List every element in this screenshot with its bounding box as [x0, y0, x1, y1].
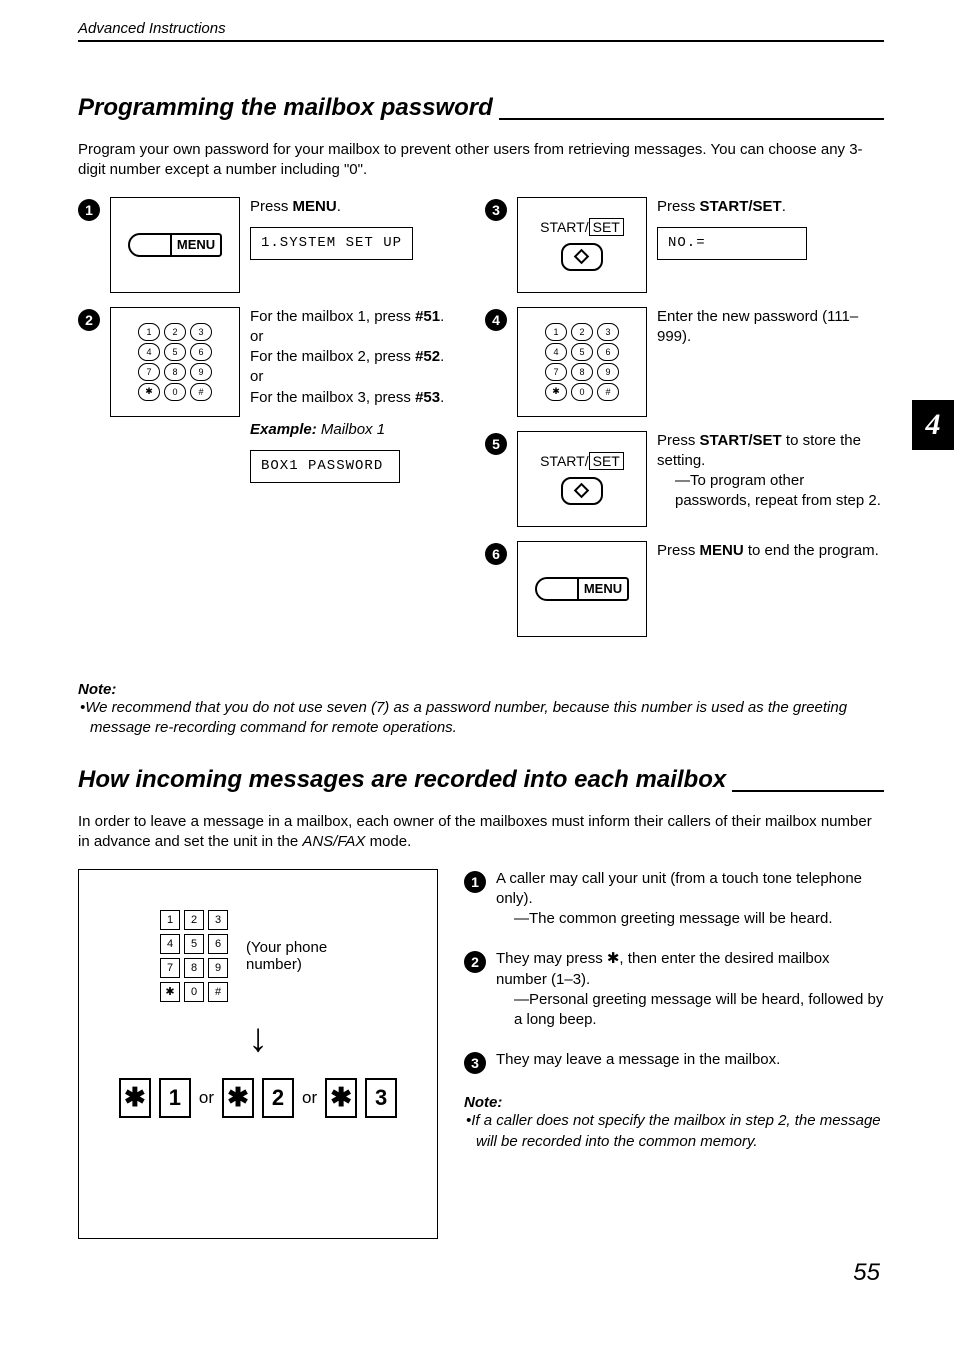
section2-intro: In order to leave a message in a mailbox… — [78, 812, 884, 853]
mailbox-diagram: 123 456 789 ✱0# (Your phone number) ↓ ✱ … — [78, 869, 438, 1239]
step-diagram: 123 456 789 ✱0# — [110, 307, 240, 417]
step-text: They may press ✱, then enter the desired… — [496, 949, 884, 1030]
step-number: 3 — [485, 199, 507, 221]
phone-number-label: (Your phone number) — [246, 939, 356, 973]
page-header: Advanced Instructions — [78, 20, 884, 42]
step-diagram: 123 456 789 ✱0# — [517, 307, 647, 417]
section-title-2: How incoming messages are recorded into … — [78, 764, 884, 794]
menu-button-icon: MENU — [128, 233, 222, 257]
step-number: 5 — [485, 433, 507, 455]
keypad-icon: 123 456 789 ✱0# — [138, 323, 212, 401]
section-title-1: Programming the mailbox password — [78, 92, 884, 122]
note-body: •We recommend that you do not use seven … — [78, 698, 884, 739]
arrow-down-icon: ↓ — [99, 1020, 417, 1056]
note-body: •If a caller does not specify the mailbo… — [464, 1111, 884, 1152]
section-title-1-text: Programming the mailbox password — [78, 94, 493, 122]
or-label: or — [302, 1088, 317, 1108]
rule — [499, 118, 884, 120]
step-text: Press START/SET to store the setting. —T… — [657, 431, 884, 527]
step-text: A caller may call your unit (from a touc… — [496, 869, 884, 930]
step-number: 1 — [464, 871, 486, 893]
key-combo-row: ✱ 1 or ✱ 2 or ✱ 3 — [99, 1078, 417, 1118]
section-title-2-text: How incoming messages are recorded into … — [78, 766, 726, 794]
startset-label: START/SET — [540, 453, 624, 469]
step-number: 3 — [464, 1052, 486, 1074]
page-number: 55 — [78, 1259, 884, 1287]
step-text: For the mailbox 1, press #51. or For the… — [250, 307, 444, 483]
step-number: 1 — [78, 199, 100, 221]
rule — [732, 790, 884, 792]
step-diagram: MENU — [517, 541, 647, 637]
star-key-icon: ✱ — [222, 1078, 254, 1118]
digit-key-icon: 2 — [262, 1078, 294, 1118]
digit-key-icon: 3 — [365, 1078, 397, 1118]
star-key-icon: ✱ — [119, 1078, 151, 1118]
step-number: 6 — [485, 543, 507, 565]
menu-button-icon: MENU — [535, 577, 629, 601]
step-number: 2 — [78, 309, 100, 331]
startset-label: START/SET — [540, 219, 624, 235]
lcd-display: 1.SYSTEM SET UP — [250, 227, 413, 260]
startset-button-icon — [561, 477, 603, 505]
step-text: Enter the new password (111–999). — [657, 307, 884, 417]
star-key-icon: ✱ — [325, 1078, 357, 1118]
step-number: 2 — [464, 951, 486, 973]
step-text: Press MENU to end the program. — [657, 541, 879, 637]
startset-button-icon — [561, 243, 603, 271]
keypad-icon: 123 456 789 ✱0# — [160, 910, 228, 1002]
step-text: Press START/SET. NO.= — [657, 197, 884, 293]
step-number: 4 — [485, 309, 507, 331]
step-diagram: START/SET — [517, 431, 647, 527]
step-diagram: MENU — [110, 197, 240, 293]
lcd-display: BOX1 PASSWORD — [250, 450, 400, 483]
digit-key-icon: 1 — [159, 1078, 191, 1118]
lcd-display: NO.= — [657, 227, 807, 260]
note-heading: Note: — [464, 1094, 884, 1111]
keypad-icon: 123 456 789 ✱0# — [545, 323, 619, 401]
step-diagram: START/SET — [517, 197, 647, 293]
step-text: They may leave a message in the mailbox. — [496, 1050, 780, 1074]
section1-intro: Program your own password for your mailb… — [78, 140, 884, 181]
or-label: or — [199, 1088, 214, 1108]
step-text: Press MENU. 1.SYSTEM SET UP — [250, 197, 485, 293]
chapter-tab: 4 — [912, 400, 954, 450]
note-heading: Note: — [78, 681, 884, 698]
